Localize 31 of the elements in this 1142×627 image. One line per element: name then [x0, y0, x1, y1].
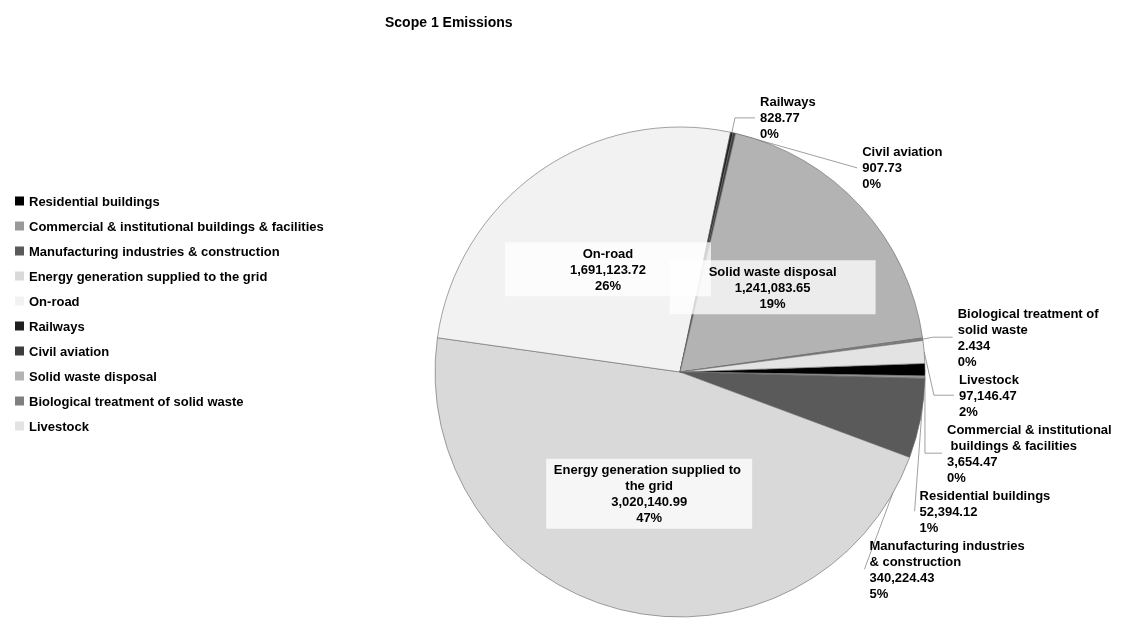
- legend-label: Solid waste disposal: [29, 368, 157, 384]
- slice-label: Biological treatment of solid waste: [957, 305, 1103, 337]
- slice-label: Solid waste disposal: [708, 263, 837, 279]
- chart-title: Scope 1 Emissions: [385, 14, 513, 30]
- legend-label: Commercial & institutional buildings & facilities: [29, 218, 324, 234]
- slice-label: Residential buildings: [919, 487, 1051, 503]
- legend-label: Manufacturing industries & construction: [29, 243, 280, 259]
- data-label: 97,146.47 2%: [958, 387, 1017, 419]
- data-label: 52,394.12 1%: [919, 503, 978, 535]
- data-label: 3,020,140.99 47%: [611, 494, 688, 526]
- data-label: 1,241,083.65 19%: [734, 279, 811, 311]
- data-label: 2.434 0%: [957, 337, 991, 369]
- slice-label: Livestock: [958, 371, 1020, 387]
- legend-label: Railways: [29, 318, 85, 334]
- slice-label: On-road: [582, 245, 634, 261]
- legend-label: Energy generation supplied to the grid: [29, 268, 268, 284]
- legend-label: Biological treatment of solid waste: [29, 393, 244, 409]
- data-label: 1,691,123.72 26%: [570, 261, 646, 293]
- data-label: 828.77 0%: [760, 110, 800, 142]
- data-label: 340,224.43 5%: [869, 569, 935, 601]
- slice-label: Energy generation supplied to the grid: [553, 462, 745, 494]
- legend-label: Civil aviation: [29, 343, 110, 359]
- slice-label: Civil aviation: [862, 144, 943, 160]
- legend-label: Livestock: [29, 418, 90, 434]
- data-label: 3,654.47 0%: [947, 453, 998, 485]
- slice-label: Manufacturing industries & construction: [869, 537, 1029, 569]
- slice-label: Railways: [760, 94, 816, 110]
- category-label: On-road: [29, 293, 80, 309]
- legend-label: Residential buildings: [29, 193, 160, 209]
- data-label: 907.73 0%: [862, 160, 902, 192]
- slice-label: Commercial & institutional buildings & facilities: [947, 421, 1112, 453]
